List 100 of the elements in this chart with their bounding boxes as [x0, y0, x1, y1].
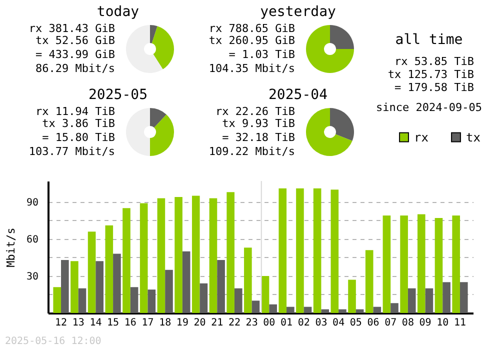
text: tx 52.56 GiB: [36, 34, 116, 47]
text: = 32.18 TiB: [222, 131, 296, 144]
donut-slice: [150, 108, 166, 128]
text: = 1.03 TiB: [228, 48, 296, 61]
x-tick-label: 19: [176, 318, 188, 328]
bar: [226, 192, 234, 313]
text: 109.22 Mbit/s: [208, 145, 295, 158]
bar: [400, 216, 408, 313]
text: 104.35 Mbit/s: [208, 62, 295, 75]
donut-slice: [150, 25, 158, 44]
bar: [417, 214, 426, 313]
bar: [130, 287, 138, 313]
bar: [434, 218, 443, 313]
donut-slice: [126, 25, 163, 73]
text: tx 3.86 TiB: [42, 117, 116, 130]
bar: [286, 306, 294, 313]
bar: [373, 306, 382, 313]
bar: [365, 250, 374, 313]
text: rx 788.65 GiB: [208, 22, 296, 35]
x-tick-label: 07: [384, 318, 397, 328]
bar: [252, 300, 260, 313]
bar: [234, 288, 242, 313]
x-tick-label: 17: [142, 318, 154, 328]
bar: [53, 287, 62, 313]
bar: [425, 288, 434, 313]
bar: [356, 309, 364, 313]
bar: [460, 282, 468, 313]
bar: [269, 304, 277, 313]
bar: [408, 288, 416, 313]
bar: [330, 190, 339, 313]
donut-slice: [126, 108, 150, 156]
bar: [113, 254, 121, 313]
text: = 15.80 TiB: [42, 131, 116, 144]
x-tick-label: 12: [54, 318, 68, 328]
text: 86.29 Mbit/s: [36, 62, 115, 75]
x-tick-label: 10: [436, 318, 449, 328]
bar: [88, 232, 96, 313]
bar: [122, 208, 130, 313]
text: = 179.58 TiB: [394, 81, 474, 94]
donut-slice: [150, 114, 174, 156]
text: rx 53.85 TiB: [394, 55, 474, 68]
bar: [244, 248, 252, 313]
bar: [452, 216, 460, 313]
donut-slice: [330, 25, 354, 49]
x-tick-label: 08: [402, 318, 414, 328]
chart-title: yesterday: [260, 4, 336, 20]
bar: [200, 283, 208, 313]
bar: [321, 309, 330, 313]
bar: [105, 225, 114, 313]
bar: [61, 260, 69, 313]
text: tx 125.73 TiB: [388, 68, 474, 81]
bar: [278, 188, 287, 313]
bar: [348, 280, 356, 313]
x-tick-label: 15: [107, 318, 120, 328]
text: = 433.99 GiB: [36, 48, 116, 61]
bar: [390, 303, 398, 313]
bar: [182, 251, 190, 313]
x-tick-label: 13: [72, 318, 84, 328]
text: all time: [395, 32, 463, 48]
chart-title: 2025-05: [88, 87, 148, 103]
text: rx 381.43 GiB: [28, 22, 116, 35]
x-tick-label: 20: [194, 318, 206, 328]
bar: [157, 198, 166, 313]
y-tick-label: 60: [26, 234, 38, 246]
text: rx 22.26 TiB: [216, 105, 296, 118]
x-tick-label: 05: [350, 318, 362, 328]
x-tick-label: 21: [211, 318, 224, 328]
bar: [165, 270, 173, 313]
y-axis-title: Mbit/s: [4, 228, 18, 268]
text: rx 11.94 TiB: [36, 105, 116, 118]
donut-slice: [306, 108, 352, 156]
bar: [338, 309, 346, 313]
text: tx 9.93 TiB: [222, 117, 296, 130]
y-tick-label: 30: [26, 271, 38, 282]
text: since 2024-09-05: [376, 101, 482, 114]
bar: [313, 188, 322, 313]
bar: [78, 288, 86, 313]
legend-label: rx: [414, 130, 428, 144]
x-tick-label: 18: [159, 318, 172, 328]
chart-title: 2025-04: [268, 87, 328, 103]
bar: [140, 203, 148, 313]
bar: [96, 261, 104, 313]
x-tick-label: 04: [332, 318, 345, 328]
bar: [148, 290, 156, 313]
x-tick-label: 11: [454, 318, 466, 328]
x-tick-label: 22: [228, 318, 241, 328]
bar: [382, 216, 391, 313]
bar: [174, 197, 182, 313]
bar: [192, 196, 200, 313]
x-tick-label: 01: [280, 318, 293, 328]
x-tick-label: 03: [315, 318, 328, 328]
x-tick-label: 00: [263, 318, 276, 328]
legend-label: tx: [466, 130, 480, 144]
x-tick-label: 06: [367, 318, 380, 328]
donut-slice: [152, 26, 174, 70]
donut-slice: [330, 108, 354, 141]
x-tick-label: 14: [90, 318, 102, 328]
text: 103.77 Mbit/s: [28, 145, 115, 158]
bar: [70, 261, 78, 313]
donut-slice: [306, 25, 354, 73]
